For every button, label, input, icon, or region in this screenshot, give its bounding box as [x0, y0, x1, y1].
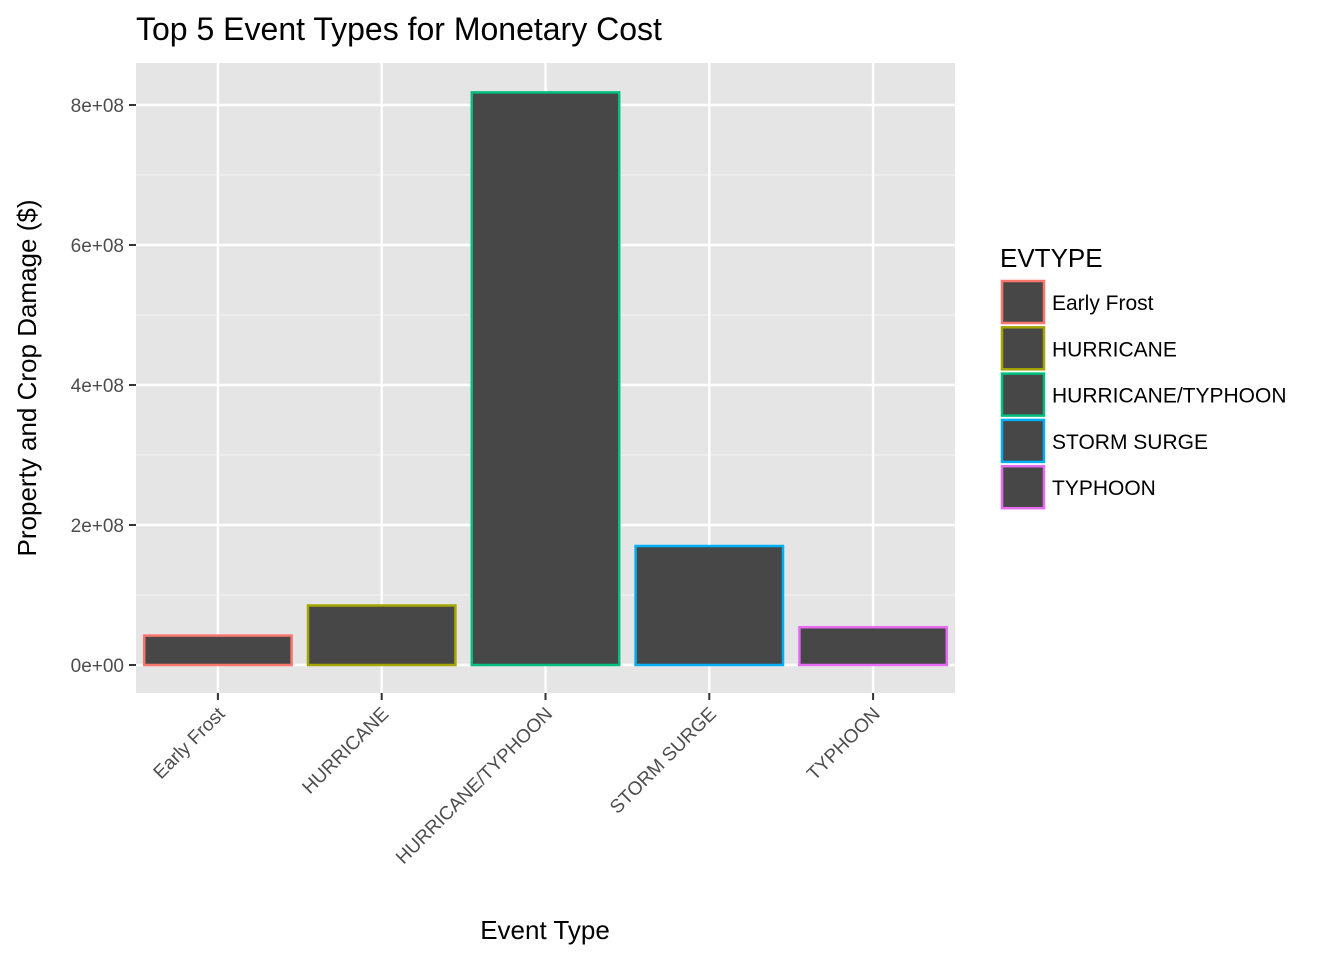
- y-tick-label: 0e+00: [71, 656, 124, 677]
- legend: EVTYPE Early Frost HURRICANE HURRICANE/TYP…: [1000, 243, 1287, 510]
- chart-title: Top 5 Event Types for Monetary Cost: [136, 11, 662, 47]
- legend-title: EVTYPE: [1000, 243, 1103, 273]
- y-tick-label: 8e+08: [71, 96, 124, 117]
- bar: [470, 91, 621, 667]
- legend-label: HURRICANE: [1052, 338, 1177, 361]
- x-tick-label: HURRICANE/TYPHOON: [392, 704, 557, 869]
- legend-label: TYPHOON: [1052, 477, 1156, 500]
- bar: [142, 634, 293, 667]
- x-tick-label: Early Frost: [150, 703, 230, 783]
- legend-label: HURRICANE/TYPHOON: [1052, 385, 1287, 408]
- x-tick-label: TYPHOON: [803, 704, 884, 785]
- y-axis: 0e+00 2e+08 4e+08 6e+08 8e+08: [71, 96, 136, 677]
- bar: [634, 544, 785, 667]
- y-tick-label: 4e+08: [71, 376, 124, 397]
- legend-key: [1000, 372, 1046, 417]
- y-tick-label: 6e+08: [71, 236, 124, 257]
- x-tick-label: STORM SURGE: [606, 704, 721, 819]
- legend-key: [1000, 464, 1046, 510]
- grid-lines: [136, 63, 955, 693]
- legend-label: STORM SURGE: [1052, 431, 1208, 454]
- legend-key: [1000, 279, 1046, 325]
- legend-key: [1000, 326, 1046, 371]
- bars: [142, 91, 949, 667]
- x-tick-label: HURRICANE: [299, 704, 394, 799]
- y-axis-title: Property and Crop Damage ($): [12, 200, 42, 557]
- legend-key: [1000, 418, 1046, 464]
- bar: [798, 625, 949, 667]
- x-axis-title: Event Type: [480, 915, 610, 945]
- y-tick-label: 2e+08: [71, 516, 124, 537]
- legend-label: Early Frost: [1052, 292, 1154, 315]
- bar: [306, 604, 457, 667]
